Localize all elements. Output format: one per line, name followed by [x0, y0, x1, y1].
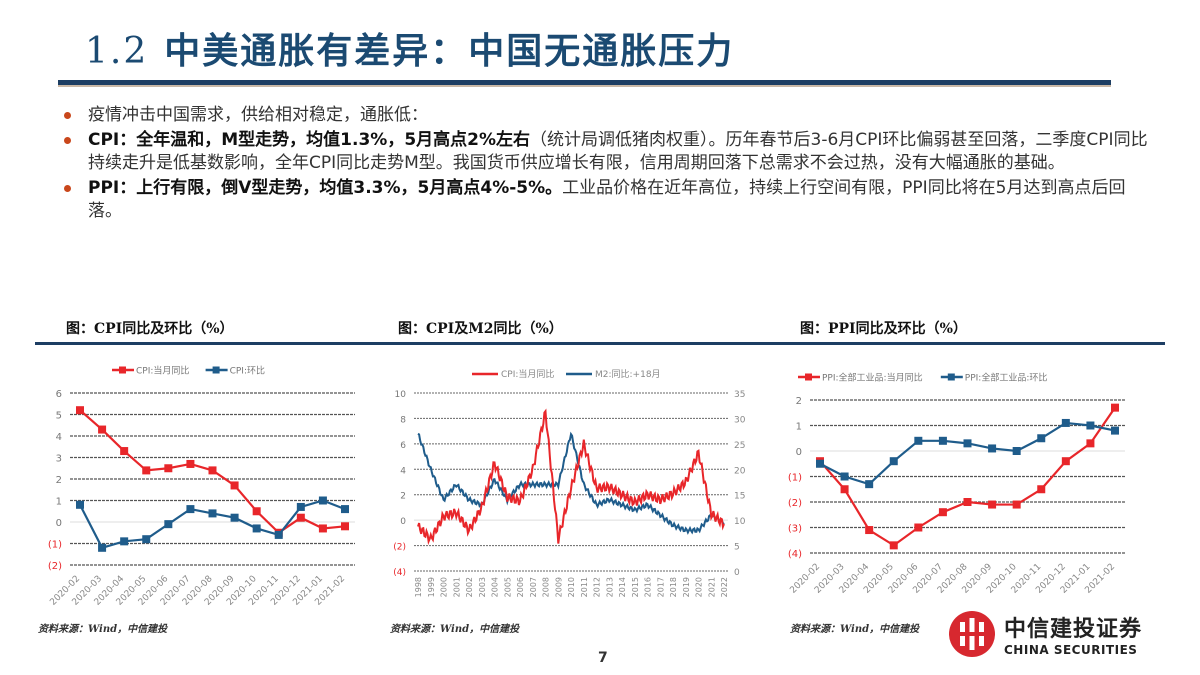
svg-text:15: 15	[734, 492, 745, 502]
svg-text:10: 10	[734, 517, 746, 527]
source-note-cpi-m2: 资料来源：Wind，中信建投	[390, 624, 520, 635]
svg-text:2012: 2012	[593, 577, 602, 597]
title-text: 中美通胀有差异：中国无通胀压力	[164, 31, 735, 72]
svg-text:2022: 2022	[720, 577, 729, 597]
bullet-text: 疫情冲击中国需求，供给相对稳定，通胀低：	[88, 105, 428, 125]
svg-text:1: 1	[56, 497, 62, 508]
svg-text:2019: 2019	[682, 577, 691, 597]
bullet-item: PPI：上行有限，倒V型走势，均值3.3%，5月高点4%-5%。工业品价格在近年…	[62, 177, 1152, 223]
svg-text:2014: 2014	[618, 577, 627, 597]
svg-text:2013: 2013	[605, 577, 614, 597]
svg-text:2009: 2009	[554, 577, 563, 597]
bullet-list: 疫情冲击中国需求，供给相对稳定，通胀低： CPI：全年温和，M型走势，均值1.3…	[62, 104, 1152, 225]
bullet-bold: PPI：上行有限，倒V型走势，均值3.3%，5月高点4%-5%。	[88, 178, 563, 198]
svg-text:0: 0	[400, 517, 406, 527]
svg-text:2: 2	[796, 396, 802, 407]
logo-cn: 中信建投证券	[1004, 616, 1143, 642]
svg-text:0: 0	[734, 568, 740, 578]
svg-text:(2): (2)	[48, 561, 62, 572]
svg-text:(3): (3)	[788, 524, 802, 535]
svg-text:PPI:全部工业品:环比: PPI:全部工业品:环比	[965, 372, 1048, 384]
ppi-yoy-mom-chart: 210(1)(2)(3)(4)2020-022020-032020-042020…	[788, 372, 1125, 596]
svg-text:2000: 2000	[440, 577, 449, 597]
svg-text:0: 0	[56, 518, 62, 529]
svg-text:CPI:当月同比: CPI:当月同比	[136, 365, 189, 377]
source-note-ppi: 资料来源：Wind，中信建投	[790, 624, 920, 635]
svg-text:CPI:当月同比: CPI:当月同比	[501, 368, 554, 380]
svg-text:2001: 2001	[452, 577, 461, 597]
svg-text:2003: 2003	[478, 577, 487, 597]
citic-emblem-icon	[949, 611, 995, 657]
bullet-item: CPI：全年温和，M型走势，均值1.3%，5月高点2%左右（统计局调低猪肉权重）…	[62, 129, 1152, 175]
svg-text:4: 4	[56, 432, 62, 443]
svg-text:2018: 2018	[669, 577, 678, 597]
bullet-bold: CPI：全年温和，M型走势，均值1.3%，5月高点2%左右	[88, 130, 531, 150]
logo-en: CHINA SECURITIES	[1004, 643, 1138, 657]
svg-text:2007: 2007	[529, 577, 538, 597]
svg-text:CPI:环比: CPI:环比	[230, 365, 265, 377]
svg-text:(4): (4)	[788, 549, 802, 560]
svg-text:2: 2	[56, 475, 62, 486]
svg-text:30: 30	[734, 415, 746, 425]
svg-text:2002: 2002	[465, 577, 474, 597]
svg-text:4: 4	[400, 466, 406, 476]
svg-text:1999: 1999	[427, 577, 436, 597]
svg-text:2011: 2011	[580, 577, 589, 597]
svg-text:2020: 2020	[695, 577, 704, 597]
svg-text:6: 6	[56, 389, 62, 400]
chart-title-cpi-m2: 图：CPI及M2同比（%）	[398, 321, 563, 337]
svg-text:2005: 2005	[503, 577, 512, 597]
svg-text:2: 2	[400, 492, 406, 502]
bullet-item: 疫情冲击中国需求，供给相对稳定，通胀低：	[62, 104, 1152, 127]
svg-text:(1): (1)	[788, 473, 802, 484]
bullet-dot-icon	[64, 137, 71, 144]
svg-text:1: 1	[796, 422, 802, 433]
slide-title: 1.2 中美通胀有差异：中国无通胀压力	[85, 22, 734, 74]
svg-text:8: 8	[400, 415, 406, 425]
svg-text:6: 6	[400, 441, 406, 451]
svg-text:1998: 1998	[414, 577, 423, 597]
svg-text:(4): (4)	[393, 568, 406, 578]
page-number: 7	[598, 650, 608, 666]
china-securities-logo: 中信建投证券 CHINA SECURITIES	[948, 610, 1142, 658]
svg-text:M2:同比:+18月: M2:同比:+18月	[595, 368, 661, 380]
cpi-yoy-mom-chart: 6543210(1)(2)2020-022020-032020-042020-0…	[48, 365, 355, 608]
svg-text:3: 3	[56, 454, 62, 465]
title-divider	[58, 80, 1111, 87]
svg-text:5: 5	[56, 411, 62, 422]
svg-text:2017: 2017	[656, 577, 665, 597]
svg-text:2008: 2008	[542, 577, 551, 597]
svg-text:(2): (2)	[788, 498, 802, 509]
svg-text:5: 5	[734, 543, 740, 553]
section-number: 1.2	[85, 31, 149, 72]
svg-text:10: 10	[395, 390, 407, 400]
svg-text:(1): (1)	[48, 540, 62, 551]
source-note-cpi: 资料来源：Wind，中信建投	[38, 624, 168, 635]
bullet-text: （统计局调低猪肉权重）。历年春节后3-6月CPI环比偏弱甚至回落，二季度CPI同…	[88, 130, 1148, 173]
bullet-dot-icon	[64, 185, 71, 192]
svg-text:20: 20	[734, 466, 746, 476]
chart-title-ppi: 图：PPI同比及环比（%）	[800, 321, 967, 337]
svg-text:2015: 2015	[631, 577, 640, 597]
svg-text:35: 35	[734, 390, 745, 400]
svg-text:2006: 2006	[516, 577, 525, 597]
svg-text:PPI:全部工业品:当月同比: PPI:全部工业品:当月同比	[822, 372, 923, 384]
svg-text:25: 25	[734, 441, 745, 451]
svg-text:0: 0	[796, 447, 802, 458]
svg-text:2021: 2021	[707, 577, 716, 597]
charts-divider	[35, 342, 1165, 345]
bullet-dot-icon	[64, 112, 71, 119]
svg-text:2010: 2010	[567, 577, 576, 597]
bullet-text: 工业品价格在近年高位，持续上行空间有限，PPI同比将在5月达到高点后回落。	[88, 178, 1126, 221]
svg-text:(2): (2)	[393, 543, 406, 553]
chart-title-cpi: 图：CPI同比及环比（%）	[66, 321, 234, 337]
svg-text:2004: 2004	[491, 577, 500, 597]
svg-text:2016: 2016	[644, 577, 653, 597]
